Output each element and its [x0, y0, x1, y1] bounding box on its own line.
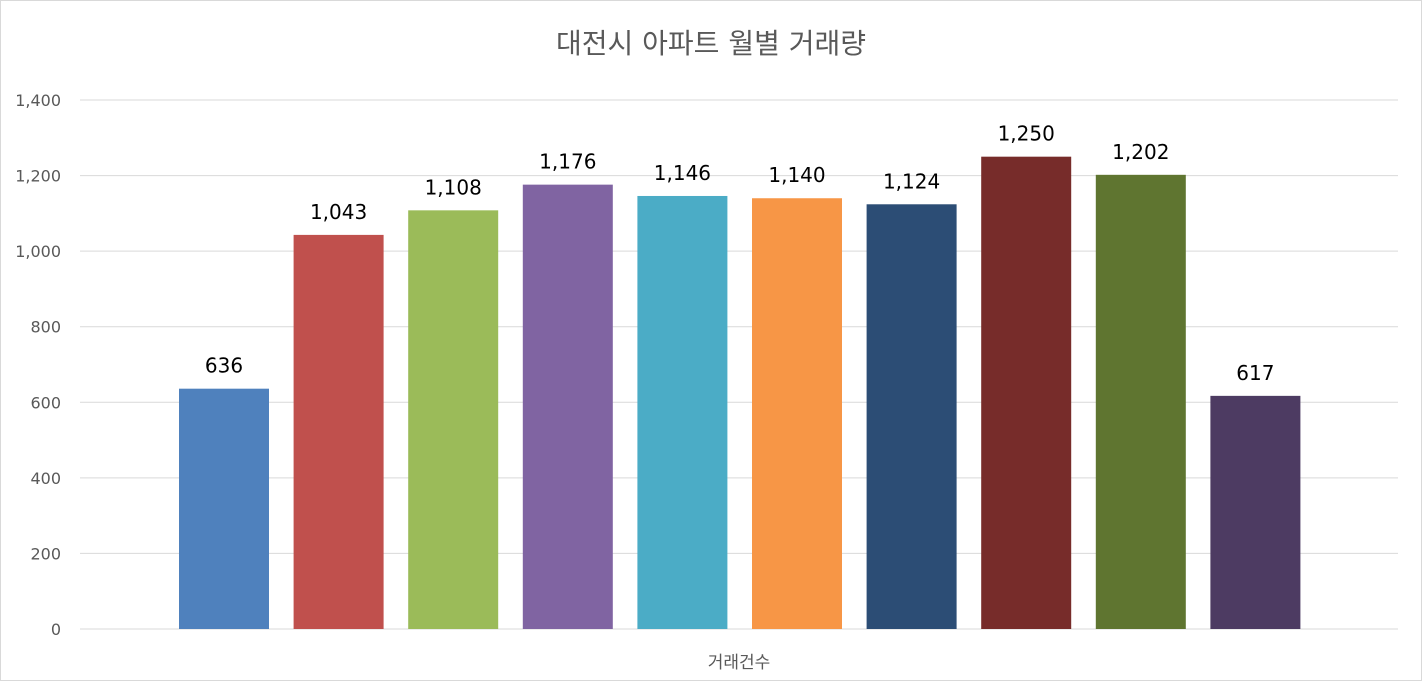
y-tick-label: 400	[30, 469, 61, 488]
y-tick-label: 200	[30, 544, 61, 563]
data-label: 1,250	[998, 122, 1055, 146]
data-label: 1,146	[654, 161, 711, 185]
data-label: 1,124	[883, 169, 940, 193]
data-label: 1,140	[768, 163, 825, 187]
y-axis-ticks: 0 200 400 600 800 1,000 1,200 1,400	[15, 91, 61, 639]
y-tick-label: 0	[51, 620, 61, 639]
bars	[179, 156, 1301, 629]
y-tick-label: 600	[30, 393, 61, 412]
bar	[293, 234, 384, 629]
chart-title: 대전시 아파트 월별 거래량	[556, 27, 866, 60]
data-label: 636	[205, 354, 243, 378]
y-tick-label: 800	[30, 318, 61, 337]
bar	[522, 184, 613, 629]
bar	[1095, 174, 1186, 629]
y-tick-label: 1,200	[15, 167, 61, 186]
bar	[866, 204, 957, 629]
data-label: 617	[1236, 361, 1274, 385]
data-label: 1,176	[539, 150, 596, 174]
bar	[981, 156, 1072, 629]
bar	[752, 198, 842, 629]
bar	[1210, 395, 1301, 629]
bar	[408, 210, 499, 629]
x-category-label: 거래건수	[708, 653, 771, 673]
data-label: 1,202	[1112, 140, 1169, 164]
bar	[637, 195, 728, 629]
y-tick-label: 1,000	[15, 242, 61, 261]
bar	[179, 388, 269, 629]
data-label: 1,043	[310, 200, 367, 224]
y-tick-label: 1,400	[15, 91, 61, 110]
data-label: 1,108	[425, 175, 482, 199]
data-labels: 636 1,043 1,108 1,176 1,146 1,140 1,124 1,250 1,…	[205, 122, 1275, 385]
gridlines	[80, 99, 1398, 630]
